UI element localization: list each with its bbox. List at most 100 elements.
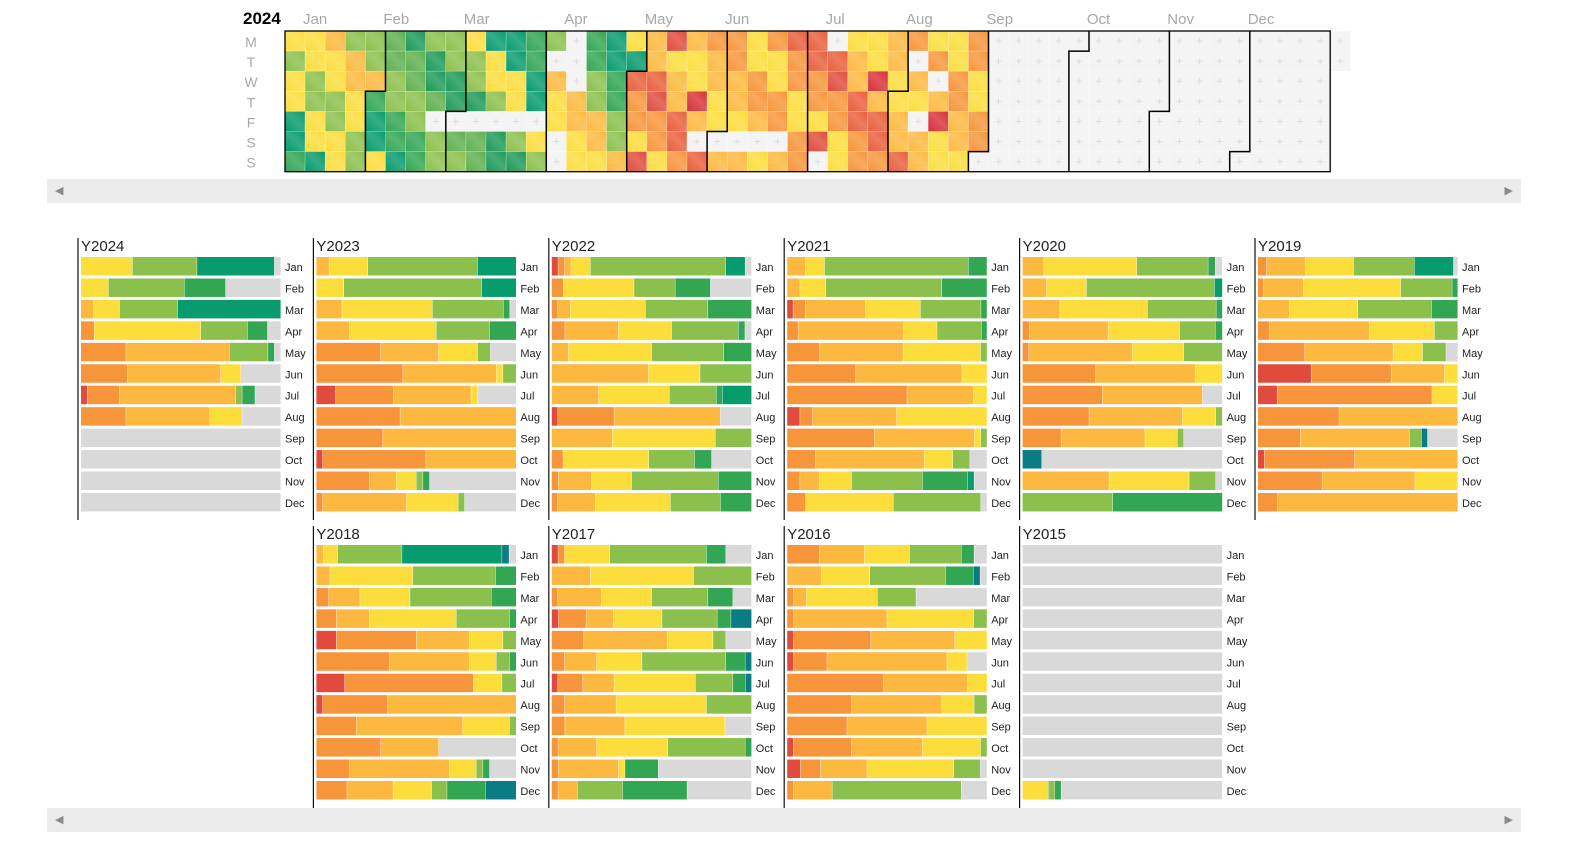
month-bar-segment [267, 321, 281, 340]
month-bar-segment [942, 278, 987, 297]
month-bar-segment [1145, 428, 1178, 448]
heatmap-cell-sheen [968, 31, 989, 52]
heatmap-cell-sheen [365, 71, 386, 92]
month-bar-segment [316, 450, 323, 469]
month-bar-segment [805, 492, 894, 512]
month-bar-segment [1216, 299, 1223, 319]
heatmap-cell-sheen [385, 31, 406, 52]
month-bar-label: Apr [756, 614, 773, 626]
month-bar-segment [962, 364, 987, 383]
years-horizontal-scrollbar[interactable]: ◀ ▶ [47, 808, 1521, 832]
month-bar-segment [570, 299, 646, 319]
month-bar-segment [787, 492, 806, 512]
month-bar-segment [800, 471, 820, 490]
heatmap-cell-sheen [626, 111, 647, 132]
month-bar-segment [1179, 321, 1216, 340]
month-bar-segment [916, 587, 987, 607]
scroll-right-arrow-icon[interactable]: ▶ [1504, 185, 1513, 197]
month-bar-segment [1415, 471, 1458, 490]
month-bar-segment [406, 492, 458, 512]
heatmap-cell-sheen [586, 51, 607, 72]
month-bar-segment [119, 299, 178, 319]
month-bar-segment [1102, 385, 1203, 405]
heatmap-cell-sheen [506, 31, 527, 52]
scroll-right-arrow-icon[interactable]: ▶ [1504, 814, 1513, 826]
month-bar-segment [1444, 364, 1458, 383]
heatmap-cell-sheen [807, 131, 828, 152]
month-bar-segment [1422, 342, 1446, 362]
month-bar-segment [793, 609, 887, 628]
heatmap-month-label: Aug [906, 11, 933, 28]
month-bar-segment [360, 587, 410, 607]
month-bar-label: Sep [520, 722, 540, 734]
month-bar-segment [967, 673, 987, 693]
month-bar-segment [1369, 321, 1435, 340]
heatmap-cell-sheen [305, 91, 326, 112]
heatmap-cell-sheen [908, 131, 929, 152]
heatmap-cell-sheen [707, 111, 728, 132]
month-bar-segment [558, 587, 602, 607]
month-bar-segment [316, 652, 390, 671]
heatmap-cell-sheen [847, 151, 868, 172]
month-bar-segment [738, 321, 745, 340]
month-bar-segment [694, 450, 712, 469]
month-bar-segment [496, 364, 503, 383]
month-bar-segment [922, 471, 968, 490]
heatmap-cell-sheen [445, 151, 466, 172]
month-bar-segment [745, 673, 752, 693]
heatmap-cell-sheen [546, 31, 567, 52]
month-bar-label: May [1227, 636, 1248, 648]
month-bar-segment [509, 545, 516, 564]
heatmap-cell-sheen [747, 151, 768, 172]
month-bar-segment [184, 278, 226, 297]
scroll-left-arrow-icon[interactable]: ◀ [55, 185, 64, 197]
month-bar-segment [1202, 385, 1223, 405]
heatmap-cell-sheen [767, 91, 788, 112]
month-bar-segment [558, 471, 592, 490]
heatmap-horizontal-scrollbar[interactable]: ◀ ▶ [47, 179, 1521, 203]
month-bar-label: Jul [520, 679, 534, 691]
month-bar-segment [565, 716, 625, 736]
heatmap-cell-sheen [787, 91, 808, 112]
year-panel: Y2024 Jan Feb Mar Apr May Jun Jul Aug Sep Oct Nov De… [77, 238, 306, 520]
month-bar-segment [1215, 407, 1223, 426]
month-bar-label: Apr [1227, 326, 1244, 338]
heatmap-cell-sheen [285, 111, 306, 132]
heatmap-cell-sheen [867, 111, 888, 132]
month-bar-segment [973, 566, 980, 585]
month-bar-segment [787, 652, 794, 671]
month-bar-label: Sep [520, 434, 540, 446]
month-bar-segment [614, 673, 696, 693]
month-bar-segment [961, 545, 974, 564]
month-bar-segment [393, 780, 432, 800]
year-panel: Y2023 Jan Feb Mar Apr May Jun Jul Aug Sep Oct Nov De… [312, 238, 542, 520]
heatmap-cell-sheen [305, 151, 326, 172]
month-bar-segment [571, 257, 591, 276]
month-bar-segment [1195, 364, 1223, 383]
month-bar-segment [1258, 471, 1322, 490]
month-bar-segment [1258, 492, 1278, 512]
month-bar-segment [787, 587, 794, 607]
month-bar-segment [108, 278, 185, 297]
heatmap-cell-sheen [888, 31, 909, 52]
heatmap-cell-sheen [666, 91, 687, 112]
heatmap-cell-sheen [465, 71, 486, 92]
month-bar-segment [1263, 278, 1304, 297]
scroll-left-arrow-icon[interactable]: ◀ [55, 814, 64, 826]
heatmap-cell-sheen [506, 71, 527, 92]
month-bar-segment [1022, 652, 1223, 671]
month-bar-segment [197, 257, 275, 276]
month-bar-segment [87, 385, 120, 405]
month-bar-segment [974, 471, 987, 490]
month-bar-label: Mar [1462, 305, 1481, 317]
heatmap-cell-sheen [626, 131, 647, 152]
heatmap-cell-sheen [526, 131, 547, 152]
month-bar-label: Jan [1462, 262, 1480, 274]
heatmap-cell-sheen [747, 111, 768, 132]
month-bar-label: Jul [1227, 391, 1241, 403]
month-bar-segment [667, 630, 713, 650]
month-bar-segment [558, 780, 578, 800]
heatmap-month-boundary [625, 31, 648, 172]
month-bar-segment [1022, 673, 1223, 693]
heatmap-cell-sheen [425, 91, 446, 112]
